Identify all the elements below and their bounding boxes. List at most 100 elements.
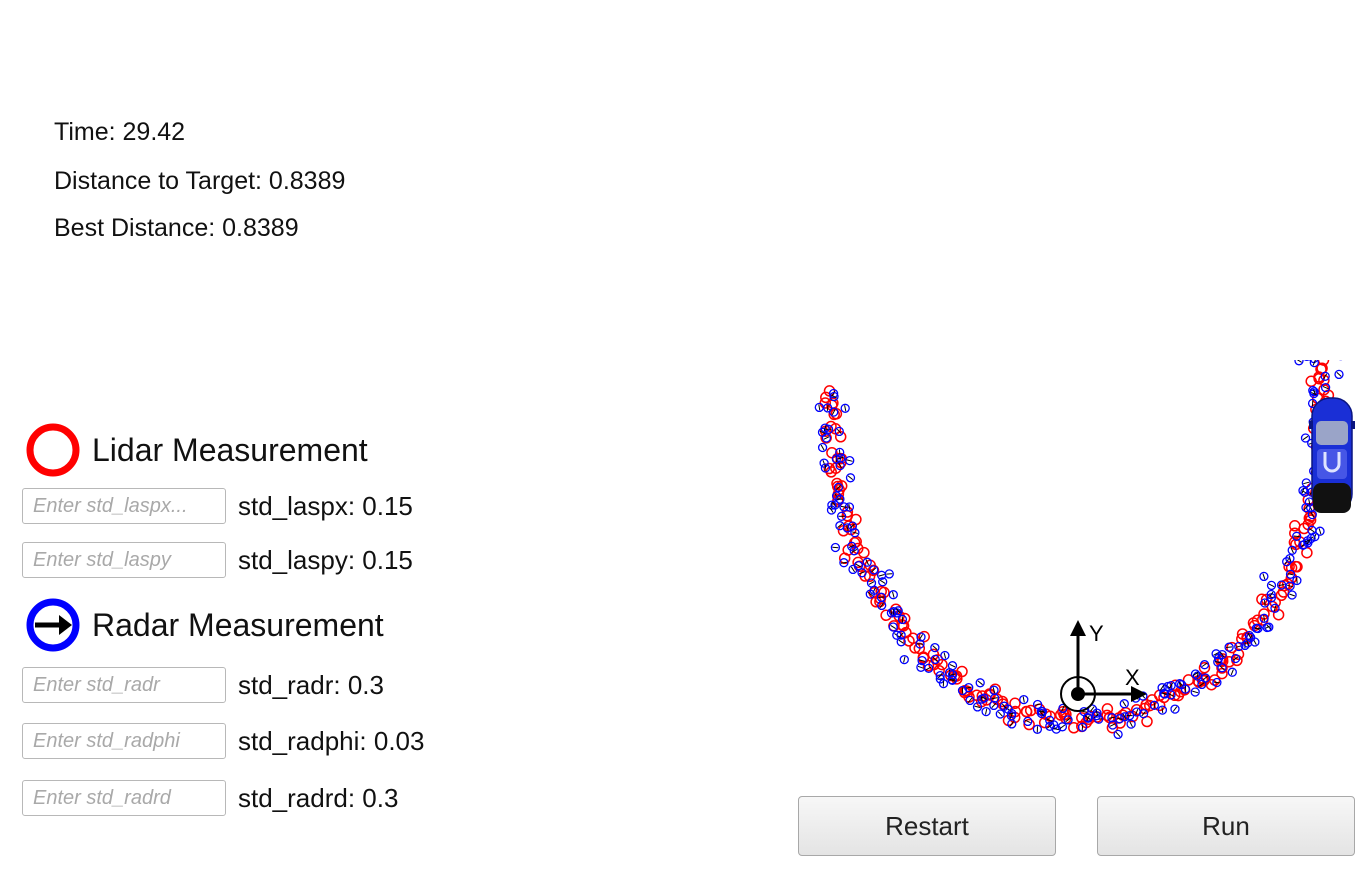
radar-point (853, 560, 864, 571)
radar-point (836, 511, 847, 521)
lidar-point (1024, 704, 1037, 717)
radar-legend-label: Radar Measurement (92, 606, 384, 643)
std-laspy-input[interactable] (22, 542, 226, 578)
radar-point (1114, 714, 1125, 724)
radar-point (1170, 704, 1180, 714)
lidar-point (933, 664, 945, 677)
radar-point (947, 669, 958, 680)
std-laspx-input[interactable] (22, 488, 226, 524)
radar-point (1051, 724, 1061, 734)
radar-point (1320, 371, 1330, 381)
radar-point (1307, 509, 1317, 520)
radar-point (886, 608, 897, 618)
std-laspx-row: std_laspx: 0.15 (22, 488, 413, 524)
lidar-point (1251, 614, 1264, 627)
radar-point (1287, 590, 1297, 600)
std-radphi-input[interactable] (22, 723, 226, 759)
x-axis-label: X (1125, 665, 1140, 690)
radar-point (1113, 729, 1123, 740)
radar-point (866, 578, 877, 588)
lidar-point (1317, 360, 1330, 366)
radar-point (1212, 677, 1222, 688)
radar-point (1119, 699, 1129, 709)
radar-point (930, 642, 940, 653)
lidar-point (956, 665, 968, 678)
origin-axes: Y X (1060, 620, 1147, 712)
radar-point (1227, 667, 1237, 677)
std-laspy-row: std_laspy: 0.15 (22, 542, 413, 578)
lidar-point (823, 462, 836, 475)
std-radrd-row: std_radrd: 0.3 (22, 780, 398, 816)
radar-point (884, 569, 894, 579)
radar-point (1302, 536, 1313, 546)
radar-point (1149, 700, 1160, 710)
radar-point (990, 693, 1000, 703)
radar-point (938, 678, 949, 689)
std-radrd-input[interactable] (22, 780, 226, 816)
radar-point (829, 391, 839, 402)
radar-point (1253, 623, 1263, 634)
std-laspx-value: std_laspx: 0.15 (238, 490, 413, 521)
radar-point (915, 639, 925, 649)
radar-point (833, 482, 844, 493)
radar-point (1285, 569, 1296, 579)
radar-point (1124, 710, 1135, 721)
simulation-scene: Y X (814, 360, 1355, 740)
radar-point (850, 528, 860, 538)
radar-point (1166, 690, 1176, 700)
lidar-point (1101, 703, 1114, 715)
radar-point (916, 662, 926, 672)
radar-point (947, 661, 958, 671)
radar-point (845, 473, 856, 483)
best-distance-readout: Best Distance: 0.8389 (54, 214, 299, 242)
std-radr-value: std_radr: 0.3 (238, 669, 384, 700)
lidar-point (936, 658, 948, 671)
radar-point (1259, 571, 1269, 582)
lidar-point (918, 630, 930, 643)
lidar-point (1168, 689, 1181, 702)
std-radphi-value: std_radphi: 0.03 (238, 725, 425, 756)
radar-point (847, 541, 857, 551)
radar-point (869, 565, 879, 575)
radar-point (819, 458, 829, 468)
radar-point (1063, 715, 1073, 725)
radar-point (1266, 589, 1276, 600)
radar-point (1036, 708, 1047, 719)
lidar-point (838, 552, 851, 565)
blue-ring-arrow-icon (26, 598, 80, 652)
distance-to-target-readout: Distance to Target: 0.8389 (54, 167, 346, 195)
lidar-point (1054, 709, 1067, 721)
radar-point (1230, 653, 1241, 664)
radar-point (1320, 382, 1331, 393)
run-button[interactable]: Run (1097, 796, 1355, 856)
radar-point (827, 500, 837, 510)
radar-point (981, 706, 991, 717)
lidar-point (1101, 709, 1113, 722)
radar-point (899, 654, 909, 665)
lidar-point (1289, 520, 1301, 532)
radar-point (1244, 630, 1254, 641)
lidar-point (820, 391, 832, 404)
restart-button[interactable]: Restart (798, 796, 1056, 856)
radar-point (1092, 708, 1102, 718)
radar-point (821, 433, 832, 443)
radar-point (1058, 703, 1068, 714)
radar-point (845, 455, 855, 466)
lidar-point (858, 546, 870, 559)
radar-point (916, 632, 926, 642)
lidar-point (826, 446, 838, 459)
std-radr-input[interactable] (22, 667, 226, 703)
lidar-point (874, 595, 886, 608)
std-radr-row: std_radr: 0.3 (22, 667, 384, 703)
lidar-point (898, 612, 911, 625)
radar-point (888, 622, 898, 632)
radar-measurements (814, 360, 1344, 740)
radar-point (1199, 660, 1210, 670)
radar-point (1138, 709, 1149, 719)
radar-point (1309, 360, 1319, 368)
radar-point (1132, 707, 1142, 717)
radar-point (878, 577, 888, 587)
radar-point (1300, 433, 1311, 443)
radar-point (896, 637, 906, 647)
radar-point (1211, 649, 1221, 659)
